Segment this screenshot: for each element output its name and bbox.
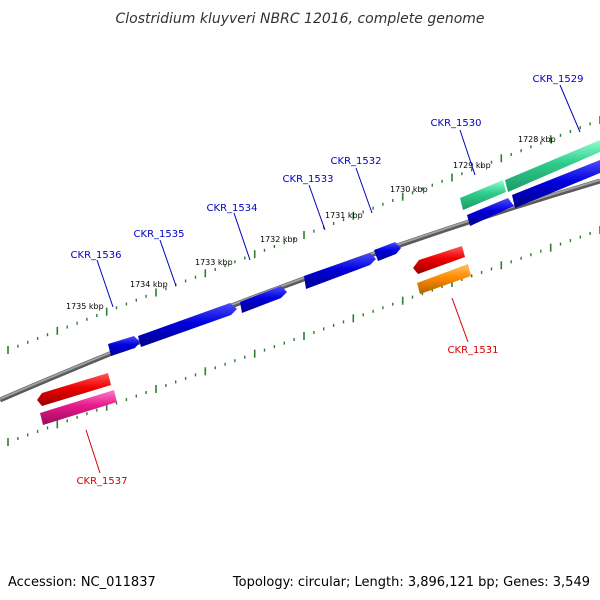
scale-label-1733: 1733 kbp xyxy=(195,258,233,267)
upper-tick-track xyxy=(7,116,600,354)
scale-label-1730: 1730 kbp xyxy=(390,185,428,194)
gene-CKR_1536[interactable]: CKR_1536 xyxy=(71,250,140,356)
gene-label-CKR_1533: CKR_1533 xyxy=(283,174,334,185)
gene-label-CKR_1532: CKR_1532 xyxy=(331,156,382,167)
scale-label-1734: 1734 kbp xyxy=(130,280,168,289)
gene-CKR_1537[interactable]: CKR_1537 xyxy=(37,373,127,487)
gene-CKR_1530[interactable]: CKR_1530 xyxy=(431,118,600,226)
genome-summary-text: Topology: circular; Length: 3,896,121 bp… xyxy=(232,575,590,590)
gene-label-CKR_1530: CKR_1530 xyxy=(431,118,482,129)
gene-label-CKR_1529: CKR_1529 xyxy=(533,74,584,85)
gene-label-CKR_1535: CKR_1535 xyxy=(134,229,185,240)
scale-label-1731: 1731 kbp xyxy=(325,211,363,220)
gene-label-CKR_1534: CKR_1534 xyxy=(207,203,258,214)
accession-text: Accession: NC_011837 xyxy=(8,575,156,590)
scale-label-1728: 1728 kbp xyxy=(518,135,556,144)
genome-backbone xyxy=(0,178,600,403)
scale-label-1732: 1732 kbp xyxy=(260,235,298,244)
scale-label-1735: 1735 kbp xyxy=(66,302,104,311)
gene-CKR_1529[interactable]: CKR_1529 xyxy=(460,74,600,210)
map-title: Clostridium kluyveri NBRC 12016, complet… xyxy=(115,11,484,27)
gene-label-CKR_1536: CKR_1536 xyxy=(71,250,122,261)
gene-CKR_1534[interactable]: CKR_1534 xyxy=(207,203,287,313)
gene-CKR_1535[interactable]: CKR_1535 xyxy=(134,229,237,347)
gene-label-CKR_1537: CKR_1537 xyxy=(77,476,128,487)
gene-CKR_1533[interactable]: CKR_1533 xyxy=(283,174,376,289)
gene-label-CKR_1531: CKR_1531 xyxy=(448,345,499,356)
gene-CKR_1531[interactable]: CKR_1531 xyxy=(413,246,498,356)
gene-CKR_1532[interactable]: CKR_1532 xyxy=(331,156,401,261)
